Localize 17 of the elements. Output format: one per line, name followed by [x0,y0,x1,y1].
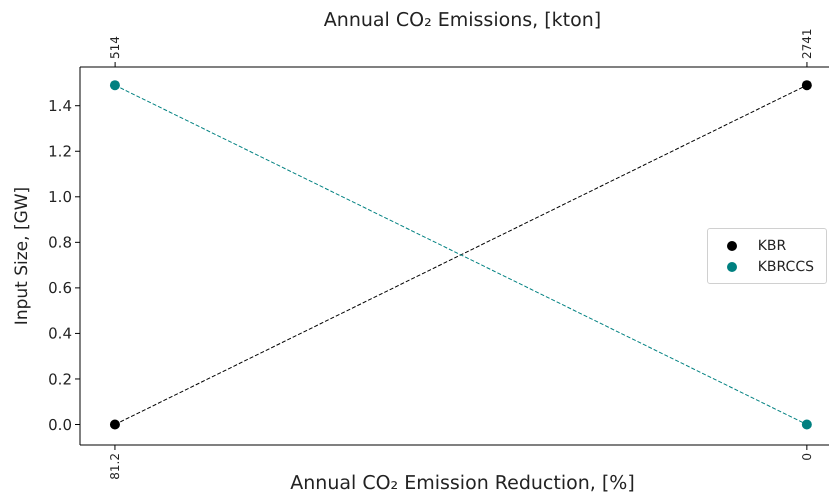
y-tick-label: 1.2 [48,142,72,161]
y-tick-label: 0.8 [48,234,72,252]
y-tick-label: 1.4 [48,97,72,116]
y-axis-title: Input Size, [GW] [12,186,32,326]
x2-tick-label: 2741 [800,28,814,59]
x-tick-label: 81.2 [108,453,122,480]
x-tick-label: 0 [800,453,814,461]
x-axis-title: Annual CO₂ Emission Reduction, [%] [290,472,635,494]
y-tick-label: 0.2 [48,370,72,388]
y-tick-label: 0.6 [48,279,72,298]
legend-label: KBRCCS [758,258,814,274]
y-tick-label: 0.4 [48,324,72,343]
y-tick-label: 0.0 [48,416,72,434]
legend-label: KBR [758,238,786,254]
x2-axis-title: Annual CO₂ Emissions, [kton] [324,9,602,31]
x2-tick-label: 514 [108,36,122,59]
y-tick-label: 1.0 [48,188,72,206]
